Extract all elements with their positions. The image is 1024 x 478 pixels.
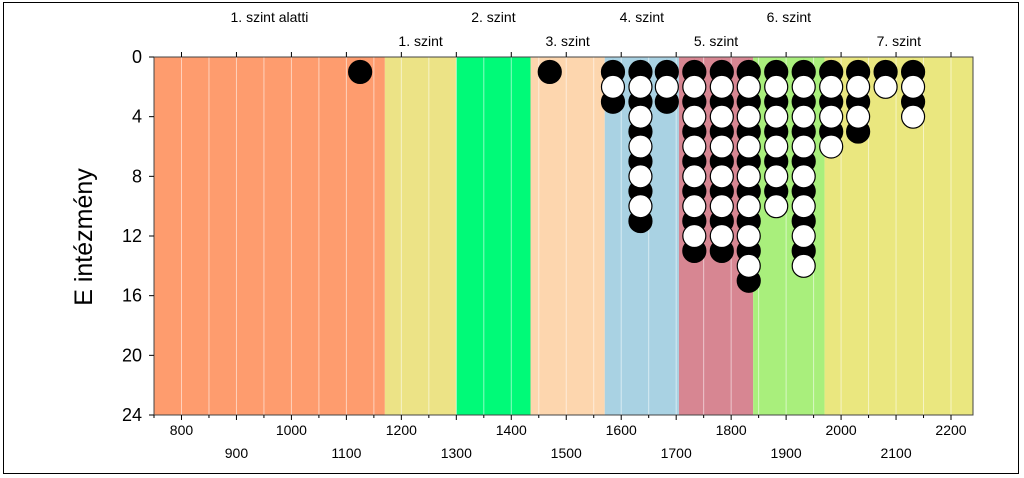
band-label-7: 6. szint <box>767 9 811 25</box>
data-point-open <box>791 164 816 189</box>
data-point-open <box>764 164 789 189</box>
data-point-open <box>791 74 816 99</box>
band-label-2: 1. szint <box>398 33 442 49</box>
data-point-open <box>819 134 844 159</box>
chart-frame <box>3 2 1019 474</box>
y-tick-label: 20 <box>122 345 142 365</box>
data-point-open <box>873 74 898 99</box>
data-point-open <box>682 223 707 249</box>
band-3 <box>456 57 531 415</box>
data-point-open <box>600 74 626 99</box>
data-point-open <box>682 104 707 129</box>
data-point-open <box>628 194 653 219</box>
x-tick-label: 1500 <box>551 445 582 461</box>
data-point-open <box>791 104 816 129</box>
data-point-open <box>736 253 761 278</box>
x-tick-label: 1000 <box>276 422 307 438</box>
data-point-open <box>791 134 816 159</box>
band-label-3: 2. szint <box>471 9 515 25</box>
data-point-open <box>819 74 844 99</box>
data-point-open <box>682 164 707 189</box>
y-tick-label: 0 <box>132 47 142 67</box>
data-point-open <box>736 194 761 219</box>
data-point-open <box>628 134 653 159</box>
data-point-open <box>628 164 653 189</box>
data-point-open <box>628 74 653 99</box>
data-point-open <box>682 134 707 159</box>
data-point-open <box>736 134 761 159</box>
band-label-4: 3. szint <box>545 33 589 49</box>
data-point-open <box>709 104 734 129</box>
data-point-open <box>736 74 761 99</box>
band-label-1: 1. szint alatti <box>231 9 309 25</box>
data-point-open <box>764 134 789 159</box>
data-point-open <box>846 74 871 99</box>
data-point-filled <box>348 59 373 85</box>
data-point-open <box>791 253 816 278</box>
y-tick-label: 16 <box>122 286 142 306</box>
data-point-open <box>764 194 789 219</box>
band-4 <box>530 57 605 415</box>
x-tick-label: 900 <box>225 445 249 461</box>
data-point-filled <box>537 59 562 85</box>
band-2 <box>384 57 457 415</box>
data-point-open <box>846 104 871 129</box>
data-point-open <box>709 223 734 249</box>
x-tick-label: 1900 <box>771 445 802 461</box>
x-tick-label: 1100 <box>331 445 361 461</box>
points-layer <box>348 59 926 293</box>
data-point-open <box>682 194 707 219</box>
data-point-open <box>819 104 844 129</box>
data-point-open <box>682 74 707 99</box>
x-tick-label: 2200 <box>935 422 966 438</box>
data-point-open <box>654 74 679 99</box>
y-tick-label: 8 <box>132 166 142 186</box>
x-tick-label: 1700 <box>661 445 692 461</box>
y-tick-label: 12 <box>122 226 142 246</box>
band-label-6: 5. szint <box>694 33 738 49</box>
band-labels-layer: 1. szint alatti 1. szint 2. szint 3. szint 4… <box>231 9 922 49</box>
x-tick-label: 1800 <box>716 422 747 438</box>
band-1 <box>154 57 385 415</box>
y-tick-label: 24 <box>122 405 142 425</box>
x-tick-label: 800 <box>170 422 194 438</box>
data-point-open <box>709 134 734 159</box>
x-tick-label: 1200 <box>386 422 417 438</box>
data-point-open <box>764 104 789 129</box>
x-tick-label: 1300 <box>441 445 472 461</box>
data-point-open <box>709 194 734 219</box>
data-point-open <box>709 164 734 189</box>
y-axis-label: E intézmény <box>70 168 98 306</box>
band-label-5: 4. szint <box>620 9 664 25</box>
x-tick-label: 1400 <box>496 422 527 438</box>
data-point-open <box>791 194 816 219</box>
x-tick-label: 1600 <box>606 422 637 438</box>
data-point-open <box>900 104 926 129</box>
data-point-open <box>900 74 926 99</box>
x-tick-label: 2000 <box>826 422 857 438</box>
data-point-open <box>736 164 761 189</box>
data-point-open <box>791 223 816 249</box>
data-point-open <box>764 74 789 99</box>
axes-layer: 0 4 8 12 16 20 24 800 1000 1200 1400 1600 1800 2000 22… <box>122 47 974 461</box>
data-point-open <box>736 223 761 249</box>
data-point-open <box>709 74 734 99</box>
band-label-8: 7. szint <box>877 33 921 49</box>
data-point-open <box>628 104 653 129</box>
y-tick-label: 4 <box>132 107 142 127</box>
data-point-open <box>736 104 761 129</box>
x-tick-label: 2100 <box>880 445 911 461</box>
